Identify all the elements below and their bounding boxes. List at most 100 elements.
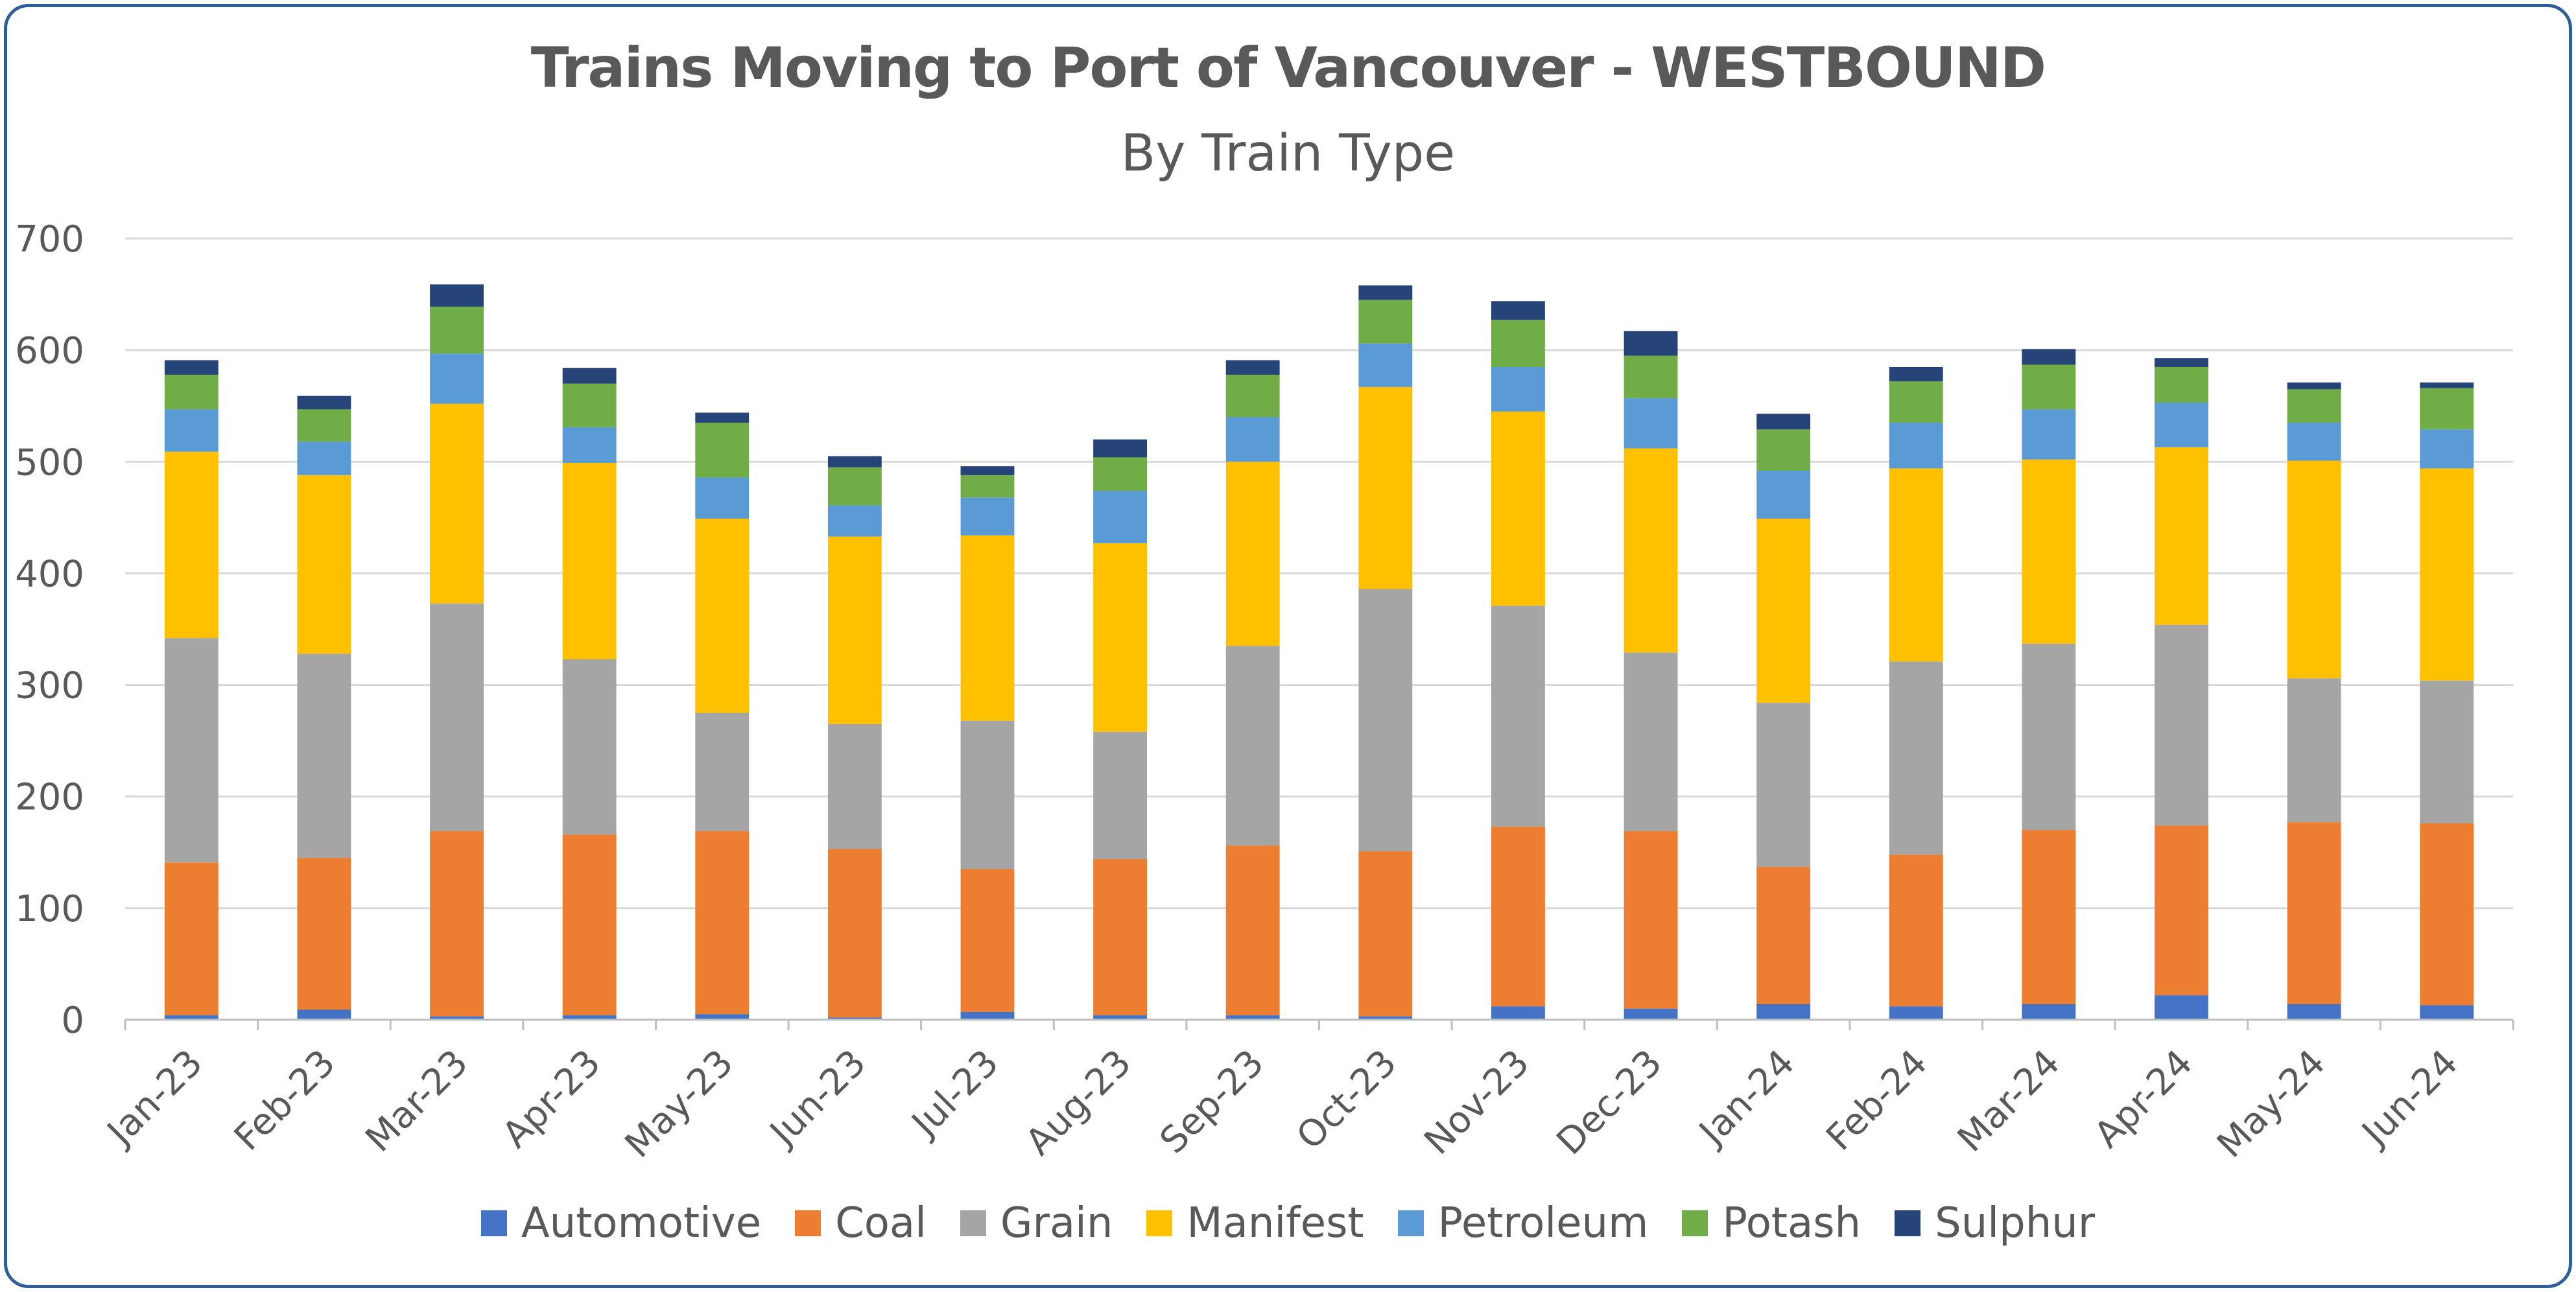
bar-potash — [562, 383, 617, 427]
bar-sulphur — [430, 284, 484, 307]
bar-manifest — [2155, 447, 2208, 625]
bar-potash — [1491, 320, 1545, 367]
bar-manifest — [1756, 519, 1811, 703]
bar-coal — [1756, 867, 1811, 1004]
x-tick-label: Oct-23 — [1289, 1042, 1405, 1158]
legend-item: Automotive — [480, 1199, 762, 1247]
bar-potash — [2420, 388, 2474, 430]
bar-automotive — [2287, 1004, 2341, 1020]
bar-automotive — [2022, 1004, 2076, 1020]
x-tick-label: Mar-23 — [358, 1042, 477, 1160]
bar-petroleum — [2287, 423, 2341, 461]
bar-petroleum — [1889, 423, 1943, 469]
bar-automotive — [1093, 1015, 1148, 1020]
bar-sulphur — [1624, 331, 1678, 356]
legend-item: Manifest — [1146, 1203, 1364, 1244]
x-tick-label: Apr-24 — [2086, 1042, 2201, 1157]
bar-grain — [2420, 680, 2474, 824]
bar-automotive — [2420, 1005, 2474, 1020]
bar-grain — [562, 659, 617, 835]
bar-coal — [1624, 831, 1678, 1009]
legend-label: Automotive — [521, 1199, 762, 1247]
y-tick-label: 500 — [15, 441, 84, 484]
bar-grain — [1225, 646, 1280, 846]
bar-potash — [1358, 300, 1413, 344]
bar-potash — [2287, 389, 2341, 423]
bar-sulphur — [2420, 382, 2474, 388]
bar-automotive — [1491, 1006, 1545, 1020]
legend-item: Coal — [795, 1203, 927, 1244]
bar-petroleum — [827, 505, 882, 537]
bar-manifest — [1358, 386, 1413, 589]
bar-coal — [297, 858, 351, 1010]
x-tick-label: Jun-23 — [761, 1042, 875, 1155]
bar-petroleum — [1624, 398, 1678, 449]
bar-manifest — [1889, 468, 1943, 662]
x-tick-label: May-24 — [2209, 1042, 2334, 1166]
bar-manifest — [562, 463, 617, 659]
legend-label: Manifest — [1187, 1199, 1364, 1247]
bar-petroleum — [164, 409, 219, 452]
bar-grain — [164, 638, 219, 863]
bar-potash — [1889, 381, 1943, 423]
chart-title: Trains Moving to Port of Vancouver - WES… — [530, 36, 2046, 100]
legend-swatch — [795, 1210, 821, 1236]
bar-manifest — [2022, 459, 2076, 644]
bar-manifest — [430, 403, 484, 604]
bar-petroleum — [562, 427, 617, 464]
bar-manifest — [2287, 460, 2341, 679]
bar-manifest — [1624, 448, 1678, 653]
bar-coal — [2287, 822, 2341, 1004]
x-tick-label: Jan-24 — [1690, 1042, 1803, 1155]
x-tick-label: Nov-23 — [1416, 1042, 1537, 1163]
bar-coal — [1889, 854, 1943, 1007]
bar-automotive — [1225, 1015, 1280, 1020]
bar-sulphur — [164, 360, 219, 375]
bar-sulphur — [827, 456, 882, 467]
bar-sulphur — [1889, 366, 1943, 382]
bar-manifest — [1491, 411, 1545, 606]
y-tick-label: 700 — [15, 218, 84, 261]
bar-manifest — [1225, 462, 1280, 646]
bar-potash — [2022, 364, 2076, 410]
y-tick-label: 400 — [15, 553, 84, 595]
bar-coal — [1491, 827, 1545, 1007]
legend-swatch — [1146, 1210, 1173, 1236]
legend: Automotive Coal Grain Manifest Petroleum Pota… — [0, 1203, 2576, 1244]
y-tick-label: 300 — [15, 665, 84, 707]
bar-sulphur — [960, 466, 1015, 475]
legend-label: Grain — [1000, 1199, 1113, 1247]
bar-grain — [430, 603, 484, 832]
bar-sulphur — [1225, 360, 1280, 375]
bar-grain — [2155, 624, 2208, 826]
x-tick-label: Dec-23 — [1549, 1042, 1670, 1163]
chart-subtitle: By Train Type — [1120, 124, 1456, 183]
x-tick-label: Mar-24 — [1950, 1042, 2068, 1160]
bar-sulphur — [562, 368, 617, 384]
legend-item: Potash — [1682, 1203, 1861, 1244]
bar-automotive — [960, 1011, 1015, 1020]
legend-label: Petroleum — [1437, 1199, 1649, 1247]
bar-grain — [1889, 661, 1943, 855]
bar-manifest — [297, 475, 351, 654]
bar-petroleum — [1093, 491, 1148, 543]
legend-swatch — [1397, 1210, 1424, 1236]
x-tick-label: Apr-23 — [494, 1042, 609, 1157]
x-tick-label: Sep-23 — [1152, 1042, 1272, 1162]
bar-potash — [164, 375, 219, 410]
bar-grain — [827, 723, 882, 849]
bar-grain — [695, 712, 750, 832]
bar-petroleum — [960, 497, 1015, 535]
bar-sulphur — [695, 412, 750, 423]
bar-sulphur — [2155, 358, 2208, 367]
legend-label: Potash — [1722, 1199, 1861, 1247]
bar-potash — [1225, 375, 1280, 417]
bar-manifest — [2420, 468, 2474, 681]
bar-automotive — [695, 1014, 750, 1020]
bar-petroleum — [695, 477, 750, 519]
bar-sulphur — [2022, 349, 2076, 365]
legend-swatch — [960, 1210, 986, 1236]
bar-coal — [430, 831, 484, 1016]
bar-sulphur — [1491, 301, 1545, 320]
grid-lines — [125, 237, 2513, 910]
